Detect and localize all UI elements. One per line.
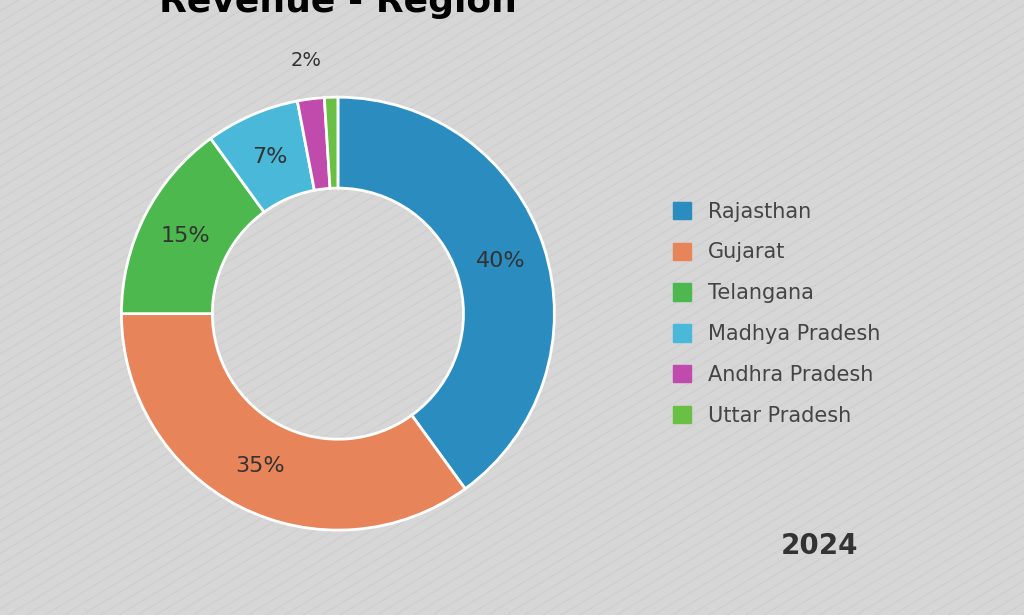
Wedge shape [297,98,330,190]
Wedge shape [325,97,338,188]
Title: Revenue - Region: Revenue - Region [159,0,517,20]
Text: 2%: 2% [291,50,322,69]
Wedge shape [338,97,554,489]
Wedge shape [122,314,465,530]
Text: 35%: 35% [236,456,285,476]
Text: 15%: 15% [161,226,210,246]
Wedge shape [211,101,314,212]
Text: 7%: 7% [252,147,288,167]
Text: 2024: 2024 [780,531,858,560]
Legend: Rajasthan, Gujarat, Telangana, Madhya Pradesh, Andhra Pradesh, Uttar Pradesh: Rajasthan, Gujarat, Telangana, Madhya Pr… [663,191,891,436]
Text: 40%: 40% [476,251,525,271]
Wedge shape [122,138,264,314]
